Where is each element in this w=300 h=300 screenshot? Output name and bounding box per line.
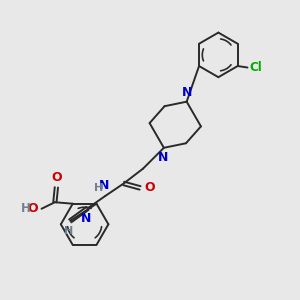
Text: H: H	[21, 202, 31, 215]
Text: H: H	[94, 183, 104, 193]
Text: O: O	[27, 202, 38, 215]
Text: O: O	[144, 181, 154, 194]
Text: N: N	[158, 151, 168, 164]
Text: N: N	[182, 86, 193, 99]
Text: Cl: Cl	[249, 61, 262, 74]
Text: N: N	[81, 212, 92, 225]
Text: N: N	[99, 179, 109, 192]
Text: H: H	[64, 226, 73, 236]
Text: O: O	[51, 171, 62, 184]
